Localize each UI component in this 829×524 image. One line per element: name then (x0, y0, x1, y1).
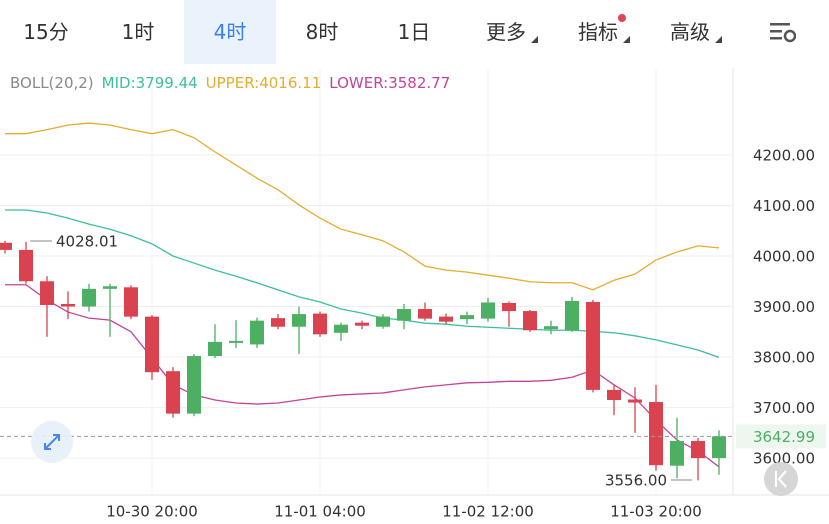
band-line (5, 284, 720, 468)
legend-entry: MID:3799.44 (101, 74, 198, 92)
menu-arrow (531, 36, 538, 43)
candle-body (670, 440, 684, 466)
last-price-box (736, 424, 826, 449)
candle-body (19, 249, 33, 282)
menu-arrow (623, 36, 630, 43)
candle-body (607, 389, 621, 400)
tab[interactable]: 指标 (552, 0, 644, 64)
candle-body (523, 311, 537, 331)
tab-label: 1时 (121, 20, 155, 44)
candle-body (502, 302, 516, 312)
timeframe-tabs: 15分 1时 4时 8时 1日 更多 指标 高级 (0, 0, 829, 64)
candle-body (103, 286, 117, 289)
candle-body (460, 315, 474, 320)
y-tick-label: 4100.00 (753, 197, 815, 215)
candle-body (544, 326, 558, 330)
tab[interactable]: 4时 (184, 0, 276, 64)
annotation: 3556.00 (605, 472, 667, 490)
legend-entry: UPPER:4016.11 (205, 74, 322, 92)
candle-body (481, 302, 495, 319)
x-tick-label: 11-01 04:00 (274, 503, 366, 521)
x-tick-label: 11-02 12:00 (442, 503, 534, 521)
candle-body (124, 287, 138, 317)
candle-body (565, 300, 579, 331)
candle-body (61, 303, 75, 307)
last-price-label: 3642.99 (753, 428, 815, 446)
y-tick-label: 3700.00 (753, 399, 815, 417)
tab-label: 8时 (305, 20, 339, 44)
collapse-button[interactable] (764, 462, 798, 496)
candle-body (334, 324, 348, 333)
candle-body (628, 399, 642, 403)
candle-body (712, 436, 726, 459)
button-bg (764, 462, 798, 496)
tab[interactable]: 高级 (644, 0, 736, 64)
candle-body (40, 281, 54, 305)
x-tick-label: 10-30 20:00 (106, 503, 198, 521)
candle-body (376, 316, 390, 327)
candle-body (313, 313, 327, 335)
y-tick-label: 3900.00 (753, 298, 815, 316)
candle-body (355, 322, 369, 326)
tab[interactable]: 1日 (368, 0, 460, 64)
tab[interactable]: 8时 (276, 0, 368, 64)
y-tick-label: 4200.00 (753, 146, 815, 164)
tab[interactable]: 更多 (460, 0, 552, 64)
candle-body (292, 314, 306, 327)
tab-label: 更多 (486, 20, 526, 44)
y-tick-label: 4000.00 (753, 247, 815, 265)
indicator-label: BOLL(20,2) (10, 74, 94, 92)
y-tick-label: 3800.00 (753, 349, 815, 367)
candle-body (418, 309, 432, 319)
legend-entry: LOWER:3582.77 (329, 74, 451, 92)
annotation: 4028.01 (56, 233, 118, 251)
tab-label: 指标 (578, 20, 618, 44)
button-icon (44, 434, 60, 450)
candle-body (0, 242, 12, 250)
button-icon (774, 470, 787, 488)
candle-body (166, 371, 180, 414)
candle-body (271, 318, 285, 327)
candle-body (145, 316, 159, 373)
settings-icon (770, 23, 796, 43)
candle-body (439, 316, 453, 322)
candle-body (208, 341, 222, 357)
tab-label: 4时 (213, 20, 247, 44)
settings-button[interactable] (736, 0, 829, 64)
badge-dot (618, 14, 626, 22)
candle-body (229, 340, 243, 343)
candle-body (586, 301, 600, 390)
candle-body (691, 440, 705, 459)
expand-button[interactable] (31, 421, 73, 463)
candle-body (649, 402, 663, 466)
x-tick-label: 11-03 20:00 (610, 503, 702, 521)
y-tick-label: 3600.00 (753, 450, 815, 468)
legend: BOLL(20,2) MID:3799.44 UPPER:4016.11 LOWER… (10, 74, 450, 92)
candle-body (82, 288, 96, 307)
candle-body (187, 356, 201, 414)
tab-label: 15分 (23, 20, 69, 44)
tab-label: 高级 (670, 20, 710, 44)
candle-body (250, 320, 264, 345)
band-line (5, 122, 720, 291)
tab[interactable]: 15分 (0, 0, 92, 64)
candle-body (397, 309, 411, 321)
tab[interactable]: 1时 (92, 0, 184, 64)
menu-arrow (715, 36, 722, 43)
tab-label: 1日 (397, 20, 431, 44)
